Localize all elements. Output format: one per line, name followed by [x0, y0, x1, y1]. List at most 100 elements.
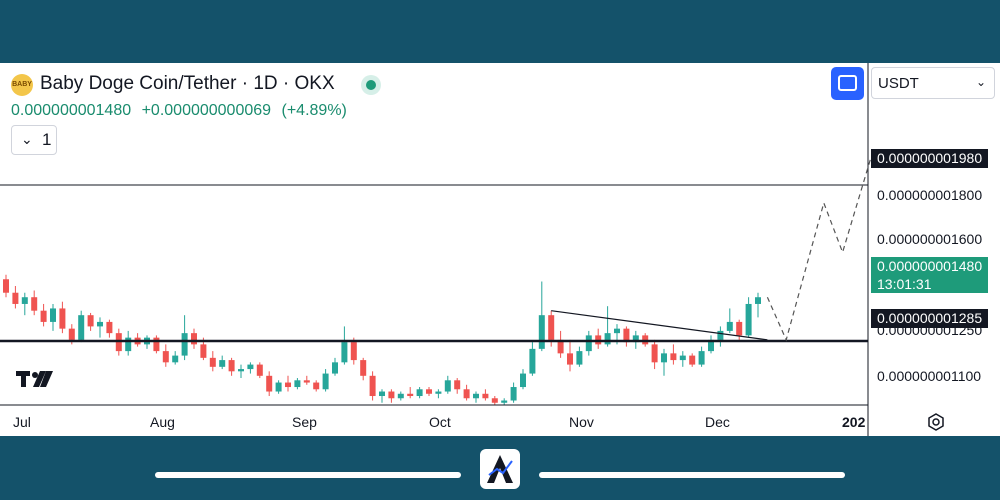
- currency-select[interactable]: USDT ⌄: [871, 67, 995, 99]
- y-tick-label: 0.000000001800: [877, 187, 983, 203]
- candle-body: [360, 360, 367, 376]
- currency-value: USDT: [878, 75, 919, 92]
- candle-body: [40, 310, 47, 322]
- candle-body: [736, 321, 743, 336]
- tradingview-logo: [16, 369, 54, 395]
- candle-body: [463, 389, 470, 399]
- candle-body: [567, 353, 573, 365]
- candle-body: [745, 303, 752, 336]
- candle-body: [219, 360, 226, 367]
- candle-body: [604, 333, 611, 345]
- candle-body: [162, 351, 169, 363]
- candle-body: [510, 387, 517, 401]
- price-chart[interactable]: [0, 63, 1000, 436]
- app-logo-icon[interactable]: [480, 449, 520, 489]
- y-tick-label: 0.000000001600: [877, 231, 983, 247]
- candle-body: [31, 297, 38, 311]
- candle-body: [172, 355, 179, 363]
- candle-body: [689, 355, 696, 365]
- candle-body: [97, 321, 103, 327]
- symbol-title: Baby Doge Coin/Tether · 1D · OKX: [40, 73, 335, 94]
- candle-body: [266, 375, 273, 392]
- candle-body: [125, 337, 132, 352]
- chevron-down-icon: ⌄: [21, 131, 33, 147]
- coin-logo: BABY: [11, 74, 33, 96]
- chevron-down-icon: ⌄: [975, 75, 986, 89]
- candle-body: [228, 360, 235, 372]
- candle-body: [21, 297, 28, 304]
- candle-body: [369, 375, 376, 397]
- candle-body: [548, 315, 555, 340]
- candle-body: [303, 380, 310, 383]
- price-readout: 0.000000001480 +0.000000000069 (+4.89%): [11, 102, 353, 120]
- candle-body: [397, 393, 404, 399]
- x-tick-label: 202: [842, 414, 866, 430]
- candle-body: [313, 382, 320, 390]
- chart-frame: BABY Baby Doge Coin/Tether · 1D · OKX 0.…: [0, 63, 1000, 436]
- level-tag-lower: 0.000000001285: [871, 309, 989, 328]
- x-tick-label: Oct: [429, 414, 451, 430]
- candle-body: [322, 373, 329, 390]
- nav-bar-right: [539, 472, 845, 478]
- candle-body: [717, 330, 724, 340]
- candle-body: [482, 393, 489, 399]
- candle-body: [670, 353, 677, 361]
- fullscreen-button[interactable]: [831, 67, 864, 100]
- candle-body: [106, 321, 113, 334]
- trendline: [551, 310, 768, 341]
- candles-layer: [3, 274, 761, 405]
- price-change-pct: (+4.89%): [281, 102, 347, 119]
- candle-body: [50, 308, 56, 322]
- candle-body: [350, 342, 357, 361]
- candle-body: [200, 344, 207, 358]
- x-tick-label: Sep: [292, 414, 317, 430]
- candle-body: [3, 279, 9, 293]
- candle-body: [576, 351, 583, 365]
- candle-body: [294, 380, 301, 388]
- candle-body: [256, 364, 263, 376]
- y-tick-label: 0.000000001100: [877, 368, 982, 384]
- candle-body: [454, 380, 461, 390]
- settings-icon[interactable]: [927, 413, 945, 431]
- candle-body: [661, 353, 667, 363]
- candle-body: [679, 355, 686, 361]
- candle-body: [520, 373, 526, 388]
- indicator-count: 1: [42, 130, 52, 149]
- candle-body: [491, 398, 498, 403]
- candle-body: [275, 382, 282, 392]
- candle-body: [247, 364, 254, 370]
- candle-body: [538, 315, 545, 349]
- candle-body: [12, 292, 19, 304]
- candle-body: [87, 315, 94, 327]
- x-tick-label: Dec: [705, 414, 730, 430]
- x-tick-label: Jul: [13, 414, 31, 430]
- candle-body: [181, 333, 188, 356]
- candle-body: [332, 362, 338, 374]
- candle-body: [285, 382, 291, 388]
- indicator-collapse-button[interactable]: ⌄ 1: [11, 125, 57, 155]
- candle-body: [78, 315, 85, 340]
- x-tick-label: Nov: [569, 414, 594, 430]
- market-status-icon: [361, 75, 381, 95]
- candle-body: [388, 391, 395, 399]
- candle-body: [651, 344, 658, 363]
- nav-bar-left: [155, 472, 461, 478]
- candle-body: [426, 389, 432, 394]
- candle-body: [191, 333, 197, 345]
- candle-body: [623, 328, 630, 343]
- candle-body: [379, 391, 385, 397]
- candle-body: [59, 308, 66, 329]
- candle-body: [529, 348, 536, 374]
- lines-layer: [0, 63, 872, 436]
- candle-body: [708, 339, 714, 352]
- candle-body: [435, 391, 442, 394]
- last-price-tag: 0.000000001480 13:01:31: [871, 257, 989, 293]
- candle-body: [557, 339, 564, 354]
- candle-body: [444, 380, 451, 392]
- candle-body: [632, 335, 639, 343]
- candle-body: [473, 393, 479, 399]
- candle-body: [755, 297, 761, 304]
- candle-body: [238, 369, 244, 372]
- candle-body: [416, 389, 423, 397]
- level-tag-upper: 0.000000001980: [871, 149, 989, 168]
